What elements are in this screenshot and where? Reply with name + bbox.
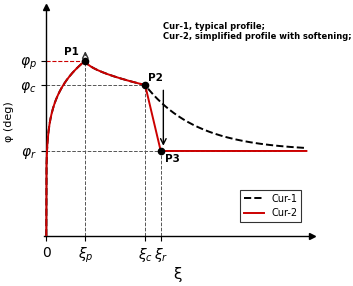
- Text: P1: P1: [64, 47, 79, 57]
- Text: P3: P3: [164, 154, 180, 164]
- Legend: Cur-1, Cur-2: Cur-1, Cur-2: [240, 190, 301, 223]
- Text: P2: P2: [148, 73, 163, 83]
- Text: Cur-1, typical profile;
Cur-2, simplified profile with softening;: Cur-1, typical profile; Cur-2, simplifie…: [163, 21, 352, 41]
- Y-axis label: φ (deg): φ (deg): [4, 101, 14, 142]
- X-axis label: ξ: ξ: [173, 267, 182, 282]
